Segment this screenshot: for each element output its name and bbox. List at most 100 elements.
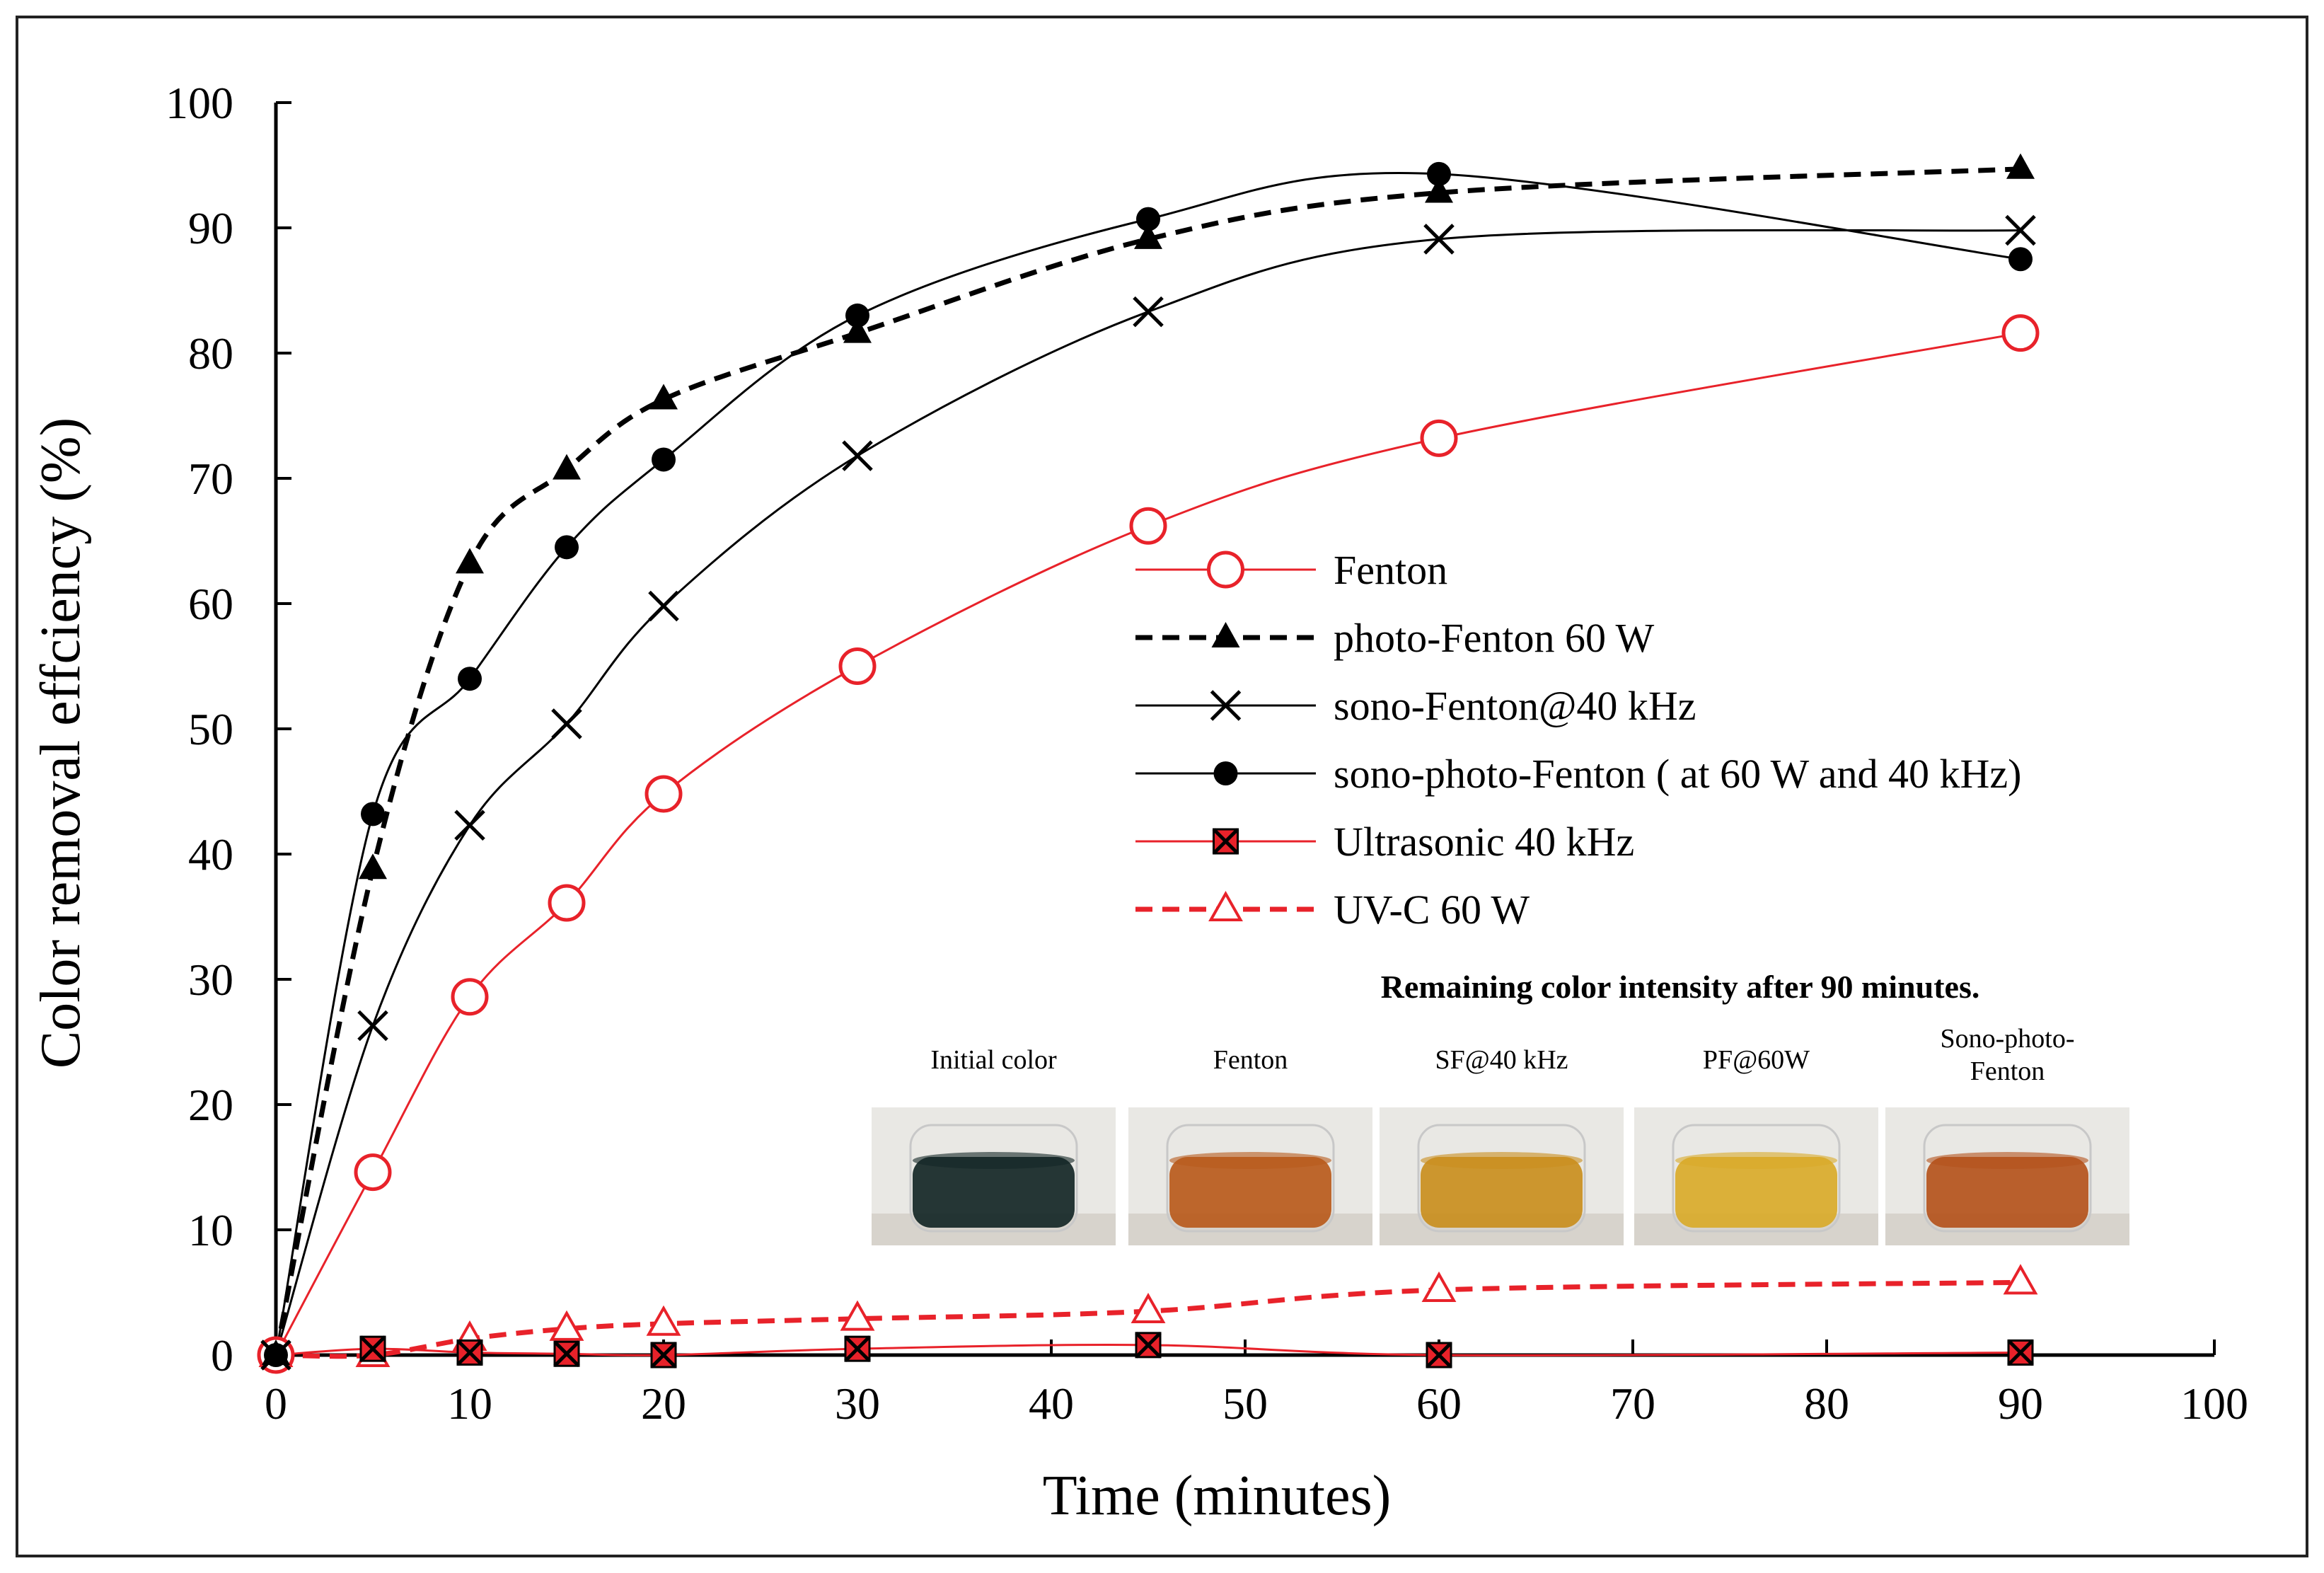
liquid-surface [1169,1152,1331,1169]
photo-label-bg [1634,1022,1878,1107]
x-tick-label: 100 [2180,1378,2248,1429]
data-point [646,1305,681,1336]
data-point [1136,207,1160,231]
marker-stroke [2007,1339,2034,1366]
beaker-glass [909,1124,1078,1233]
y-tick-label: 0 [211,1330,233,1381]
marker-stroke [359,1335,386,1362]
series-line [275,1279,2021,1359]
data-point [2005,214,2036,246]
y-tick-label: 20 [188,1080,233,1130]
legend-label: sono-photo-Fenton ( at 60 W and 40 kHz) [1334,751,2021,797]
photo-label: Fenton [1970,1056,2045,1086]
marker-stroke [1212,828,1239,855]
data-point [1427,161,1451,186]
x-tick-label: 80 [1804,1378,1849,1429]
y-tick-label: 40 [188,829,233,880]
x-axis-title: Time (minutes) [1043,1465,1392,1527]
data-point [354,1153,392,1192]
beaker-glass [1166,1124,1335,1233]
marker-stroke [1133,296,1164,328]
data-point [650,1342,677,1369]
x-tick-label: 60 [1416,1378,1462,1429]
inset-photos: Remaining color intensity after 90 minut… [872,969,2129,1245]
marker-stroke [456,1339,483,1366]
data-point [458,667,482,691]
series-group [257,153,2040,1374]
y-tick-label: 30 [188,955,233,1005]
series-line [274,332,2021,1356]
beaker-liquid [913,1157,1075,1228]
photo-label-bg [872,1022,1116,1107]
data-point [1425,177,1453,203]
legend-marker [1208,890,1243,921]
liquid-surface [1926,1152,2088,1169]
liquid-surface [913,1152,1075,1169]
data-point [843,317,872,343]
photo-label-bg [1885,1022,2129,1107]
marker-stroke [1135,1332,1162,1359]
data-point [2008,247,2033,272]
legend-marker [1213,761,1238,785]
beaker-liquid [1675,1157,1837,1228]
photo-label: SF@40 kHz [1435,1045,1568,1075]
data-point [456,548,484,574]
data-point [1135,1332,1162,1359]
data-point [845,303,869,328]
data-point [1134,223,1162,249]
legend-label: Ultrasonic 40 kHz [1334,819,1634,865]
y-axis-title: Color removal effciency (%) [30,417,92,1068]
x-tick-label: 0 [265,1378,287,1429]
chart-frame [16,16,2308,1557]
data-point [548,884,586,922]
x-tick-label: 30 [835,1378,880,1429]
data-point [2007,1339,2034,1366]
x-tick-label: 40 [1029,1378,1074,1429]
legend: Fenton photo-Fenton 60 W sono-Fenton@40 kH… [1135,547,2021,933]
data-point [262,1339,290,1365]
legend-marker [1212,828,1239,855]
y-tick-label: 50 [188,704,233,754]
data-point [840,1300,875,1331]
liquid-surface [1421,1152,1583,1169]
photo-label: PF@60W [1703,1045,1810,1075]
marker-stroke [357,1010,388,1042]
data-point [359,1335,386,1362]
marker-stroke [650,1342,677,1369]
photo-label: Initial color [930,1045,1057,1075]
legend-label: Fenton [1334,547,1447,593]
y-tick-label: 80 [188,328,233,379]
photo: Sono-photo-Fenton [1885,1022,2129,1245]
beaker-glass [1923,1124,2092,1233]
marker-stroke [844,1335,871,1362]
data-point [1129,507,1167,545]
beaker-liquid [1926,1157,2088,1228]
data-point [555,535,579,560]
beaker-glass [1672,1124,1841,1233]
photo: SF@40 kHz [1380,1022,1624,1245]
photo: PF@60W [1634,1022,1878,1245]
photo-label-bg [1128,1022,1372,1107]
data-point [456,1339,483,1366]
marker-stroke [842,440,873,471]
data-point [551,708,582,739]
photo: Fenton [1128,1022,1372,1245]
data-point [553,454,581,480]
data-point [454,809,485,841]
beaker-liquid [1421,1157,1583,1228]
data-point [361,802,385,826]
liquid-surface [1675,1152,1837,1169]
data-point [838,647,877,685]
data-point [357,1010,388,1042]
data-point [1421,1271,1457,1302]
beaker-glass [1417,1124,1586,1233]
data-point [2001,314,2040,352]
y-tick-label: 60 [188,579,233,629]
x-tick-label: 90 [1998,1378,2043,1429]
data-point [649,384,678,410]
legend-label: UV-C 60 W [1334,887,1530,933]
data-point [842,440,873,471]
x-tick-label: 10 [447,1378,492,1429]
y-tick-label: 100 [166,78,233,128]
